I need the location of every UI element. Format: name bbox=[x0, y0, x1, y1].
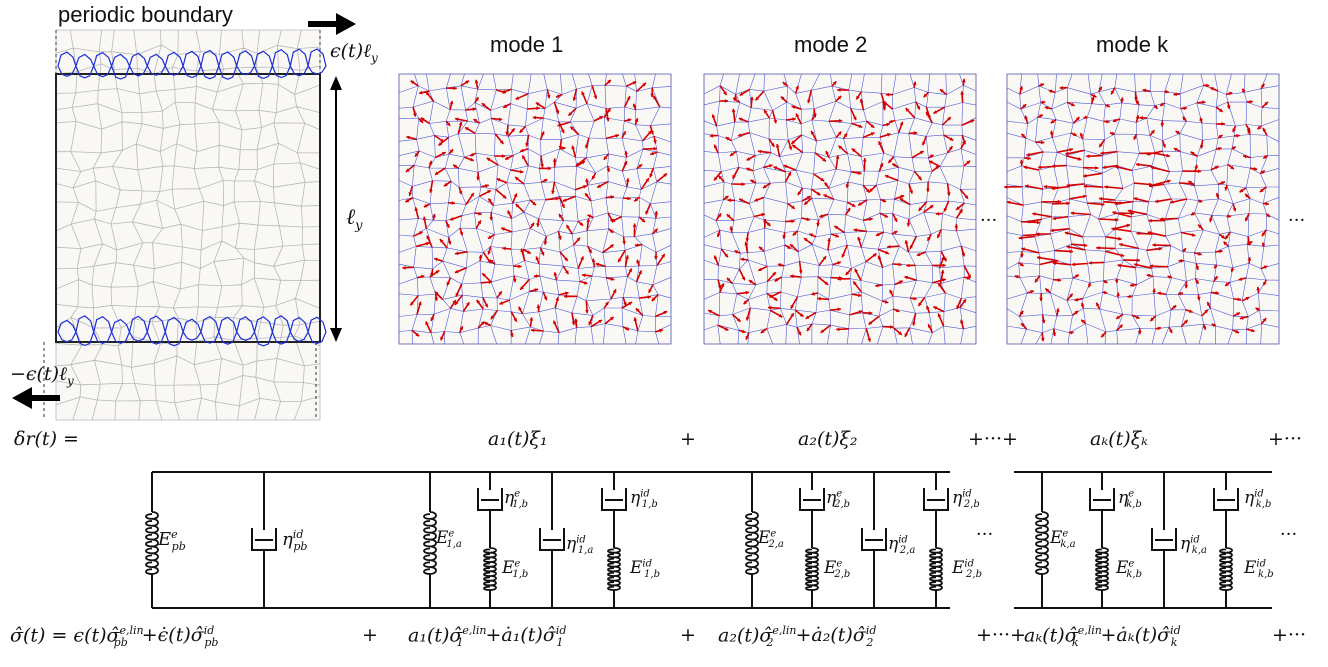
cell-texture-background bbox=[56, 30, 320, 420]
bottom-shift-label: −ϵ(t)ℓy bbox=[10, 363, 74, 388]
displacement-term-1: a₁(t)ξ₁ bbox=[488, 428, 548, 450]
label-eta-e-3-b: ηek,b bbox=[1118, 488, 1142, 511]
unit-3-eta-e-b-damper bbox=[1089, 488, 1115, 511]
height-label: ℓy bbox=[346, 205, 363, 234]
displacement-term-k: aₖ(t)ξₖ bbox=[1090, 428, 1149, 450]
displacement-plus-dots: +···+ bbox=[968, 428, 1018, 450]
mode-cell-edges bbox=[398, 73, 672, 345]
ellipsis-after-modes: ··· bbox=[1288, 210, 1306, 231]
displacement-trailing: +··· bbox=[1268, 428, 1303, 450]
mode-panel-2 bbox=[703, 73, 977, 345]
cell-edges bbox=[55, 29, 321, 421]
periodic-box bbox=[12, 13, 356, 421]
height-arrow-top bbox=[330, 76, 342, 90]
label-eta-id-3-a: ηidk,a bbox=[1180, 534, 1207, 557]
label-eta-e-2-b: ηe2,b bbox=[826, 488, 851, 511]
cell-network bbox=[55, 29, 321, 421]
unit-1-Ea-spring bbox=[423, 511, 437, 575]
displacement-plus-1: + bbox=[680, 428, 696, 450]
unit-3-Eb-id-spring bbox=[1219, 547, 1233, 591]
network-ellipsis-1: ··· bbox=[976, 524, 994, 545]
label-E-id-3-b: Eidk,b bbox=[1244, 558, 1274, 581]
rheological-network bbox=[145, 471, 1272, 609]
label-E-e-3-b: Eek,b bbox=[1116, 558, 1142, 581]
unit-2-eta-id-a-damper bbox=[861, 528, 887, 551]
label-eta-id-1-b: ηid1,b bbox=[630, 488, 658, 511]
shear-arrow-top-head bbox=[336, 13, 356, 35]
mode-panel-background bbox=[1006, 73, 1280, 345]
height-arrow-bottom bbox=[330, 328, 342, 342]
ellipsis-between-modes: ··· bbox=[980, 210, 998, 231]
network-ellipsis-2: ··· bbox=[1280, 524, 1298, 545]
label-E-id-2-b: Eid2,b bbox=[952, 558, 982, 581]
mode-2-title: mode 2 bbox=[794, 32, 868, 57]
unit-2-eta-e-b-damper bbox=[799, 488, 825, 511]
displacement-arrow-heads bbox=[708, 78, 975, 342]
unit-2-Eb-id-spring bbox=[929, 547, 943, 591]
unit-1-Eb-e-spring bbox=[483, 547, 497, 591]
label-eta-e-1-b: ηe1,b bbox=[504, 488, 529, 511]
unit-1-Eb-id-spring bbox=[607, 547, 621, 591]
pb-damper bbox=[251, 528, 277, 551]
unit-1-eta-e-b-damper bbox=[477, 488, 503, 511]
label-E-1-a: Ee1,a bbox=[436, 528, 462, 551]
unit-2-Ea-spring bbox=[745, 511, 759, 575]
stress-plus-2: + bbox=[680, 624, 696, 646]
label-E-3-a: Eek,a bbox=[1050, 528, 1076, 551]
pb-spring bbox=[145, 511, 159, 575]
label-E-id-1-b: Eid1,b bbox=[630, 558, 660, 581]
unit-3-eta-id-b-damper bbox=[1213, 488, 1239, 511]
label-E-2-a: Ee2,a bbox=[758, 528, 784, 551]
periodic-boundary-top bbox=[57, 48, 327, 80]
boundary-cells-bottom bbox=[57, 315, 327, 347]
label-E-e-2-b: Ee2,b bbox=[824, 558, 851, 581]
unit-3-Ea-spring bbox=[1035, 511, 1049, 575]
mode-panel-k bbox=[1004, 73, 1280, 345]
unit-1-eta-id-b-damper bbox=[601, 488, 627, 511]
stress-plus-1: + bbox=[362, 624, 378, 646]
label-E-e-1-b: Ee1,b bbox=[502, 558, 529, 581]
shear-arrow-bottom-head bbox=[12, 387, 32, 409]
label-eta-id-2-a: ηid2,a bbox=[888, 534, 916, 557]
mode-1-title: mode 1 bbox=[490, 32, 564, 57]
boundary-cells-top bbox=[57, 48, 327, 80]
simulation-box bbox=[55, 73, 321, 343]
stress-term-2: a₂(t)σ̂e,lin2 +ȧ₂(t)σ̂id2 bbox=[718, 624, 877, 650]
unit-3-Eb-e-spring bbox=[1095, 547, 1109, 591]
mode-panel-1 bbox=[398, 73, 672, 345]
stress-term-k: aₖ(t)σ̂e,link +ȧₖ(t)σ̂idk bbox=[1024, 624, 1181, 650]
stress-pb: σ̂(t) = ϵ(t)σ̂e,linpb +ϵ̇(t)σ̂idpb bbox=[10, 624, 219, 650]
stress-term-1: a₁(t)σ̂e,lin1 +ȧ₁(t)σ̂id1 bbox=[408, 624, 567, 650]
label-E-pb: Eepb bbox=[158, 528, 186, 553]
unit-2-Eb-e-spring bbox=[805, 547, 819, 591]
unit-2-eta-id-b-damper bbox=[923, 488, 949, 511]
displacement-term-2: a₂(t)ξ₂ bbox=[798, 428, 858, 450]
label-eta-pb: ηidpb bbox=[282, 528, 308, 553]
label-eta-id-2-b: ηid2,b bbox=[952, 488, 980, 511]
top-shift-label: ϵ(t)ℓy bbox=[330, 40, 378, 65]
label-eta-id-1-a: ηid1,a bbox=[566, 534, 594, 557]
unit-3-eta-id-a-damper bbox=[1151, 528, 1177, 551]
unit-1-eta-id-a-damper bbox=[539, 528, 565, 551]
displacement-lhs: δr(t) = bbox=[14, 428, 79, 450]
label-eta-id-3-b: ηidk,b bbox=[1244, 488, 1272, 511]
periodic-boundary-bottom bbox=[57, 315, 327, 347]
periodic-boundary-label: periodic boundary bbox=[58, 2, 233, 27]
mode-k-title: mode k bbox=[1096, 32, 1169, 57]
displacement-arrows bbox=[402, 79, 668, 341]
stress-plus-dots: +···+ bbox=[976, 624, 1026, 646]
stress-trailing: +··· bbox=[1272, 624, 1307, 646]
